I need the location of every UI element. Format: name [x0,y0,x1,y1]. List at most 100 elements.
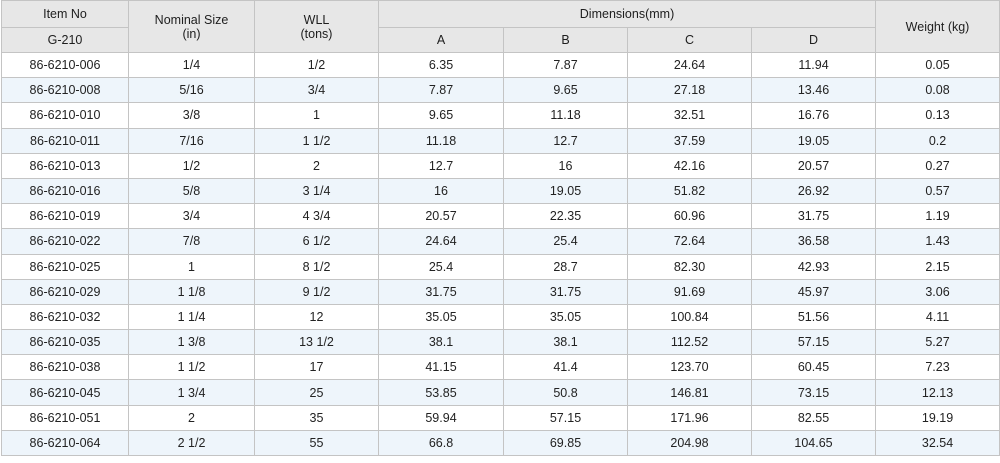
cell-dim-b: 22.35 [503,203,628,230]
header-wll-label: WLL [303,12,330,27]
cell-dim-d: 26.92 [750,177,877,205]
cell-nominal-size: 3/4 [128,203,255,230]
table-row: 86-6210-038 1 1/2 17 41.15 41.4 123.70 60.45 7.… [1,354,1000,381]
cell-dim-a: 41.15 [378,354,504,381]
cell-dim-d: 104.65 [750,429,877,457]
cell-wll: 1/2 [254,51,379,79]
header-dim-a: A [378,27,504,53]
cell-item-no: 86-6210-064 [1,429,129,457]
cell-dim-b: 69.85 [503,429,628,457]
cell-dim-c: 82.30 [627,253,752,280]
cell-dim-c: 42.16 [627,152,752,179]
cell-dim-c: 123.70 [627,354,752,381]
cell-dim-d: 45.97 [750,278,877,305]
header-nominal-size-unit: (in) [182,26,201,41]
cell-dim-b: 19.05 [503,177,628,205]
cell-wll: 1 1/2 [254,127,379,154]
cell-dim-d: 20.57 [750,152,877,179]
cell-wll: 3 1/4 [254,177,379,205]
cell-wll: 13 1/2 [254,329,379,356]
header-weight: Weight (kg) [875,0,1000,53]
cell-weight: 3.06 [875,278,1000,305]
cell-dim-c: 72.64 [627,228,752,255]
cell-item-no: 86-6210-038 [1,354,129,381]
header-item-sub: G-210 [1,27,129,53]
cell-item-no: 86-6210-029 [1,278,129,305]
cell-nominal-size: 1/4 [128,51,255,79]
cell-weight: 2.15 [875,253,1000,280]
table-body: 86-6210-006 1/4 1/2 6.35 7.87 24.64 11.94 0.05 8… [1,51,1000,457]
table-row: 86-6210-019 3/4 4 3/4 20.57 22.35 60.96 31.75 1… [1,203,1000,230]
cell-dim-b: 28.7 [503,253,628,280]
cell-wll: 9 1/2 [254,278,379,305]
cell-dim-c: 32.51 [627,102,752,129]
table-row: 86-6210-035 1 3/8 13 1/2 38.1 38.1 112.52 57.1… [1,329,1000,356]
table-header: Item No Nominal Size (in) WLL (tons) Dim… [1,0,1000,53]
cell-dim-a: 38.1 [378,329,504,356]
cell-wll: 3/4 [254,77,379,104]
cell-wll: 12 [254,303,379,331]
cell-weight: 19.19 [875,404,1000,431]
cell-dim-d: 57.15 [750,329,877,356]
cell-item-no: 86-6210-008 [1,77,129,104]
cell-weight: 0.57 [875,177,1000,205]
cell-nominal-size: 1/2 [128,152,255,179]
cell-nominal-size: 1 1/8 [128,278,255,305]
cell-dim-b: 16 [503,152,628,179]
cell-weight: 0.13 [875,102,1000,129]
cell-dim-a: 31.75 [378,278,504,305]
cell-item-no: 86-6210-016 [1,177,129,205]
cell-wll: 35 [254,404,379,431]
cell-dim-c: 204.98 [627,429,752,457]
cell-wll: 25 [254,379,379,406]
header-wll: WLL (tons) [254,0,379,53]
cell-nominal-size: 1 3/8 [128,329,255,356]
cell-item-no: 86-6210-013 [1,152,129,179]
table-row: 86-6210-064 2 1/2 55 66.8 69.85 204.98 104.65 3… [1,429,1000,457]
cell-dim-c: 37.59 [627,127,752,154]
cell-dim-a: 11.18 [378,127,504,154]
table-row: 86-6210-008 5/16 3/4 7.87 9.65 27.18 13.46 0.08 [1,77,1000,104]
cell-dim-a: 24.64 [378,228,504,255]
cell-dim-a: 16 [378,177,504,205]
cell-dim-c: 112.52 [627,329,752,356]
cell-dim-c: 60.96 [627,203,752,230]
cell-nominal-size: 7/16 [128,127,255,154]
cell-item-no: 86-6210-025 [1,253,129,280]
cell-dim-c: 100.84 [627,303,752,331]
cell-nominal-size: 1 1/4 [128,303,255,331]
header-nominal-size: Nominal Size (in) [128,0,255,53]
cell-nominal-size: 5/8 [128,177,255,205]
cell-nominal-size: 2 [128,404,255,431]
cell-dim-d: 42.93 [750,253,877,280]
cell-dim-c: 91.69 [627,278,752,305]
cell-dim-d: 36.58 [750,228,877,255]
cell-item-no: 86-6210-011 [1,127,129,154]
cell-nominal-size: 1 3/4 [128,379,255,406]
cell-nominal-size: 3/8 [128,102,255,129]
cell-dim-c: 171.96 [627,404,752,431]
cell-dim-d: 60.45 [750,354,877,381]
cell-nominal-size: 5/16 [128,77,255,104]
cell-item-no: 86-6210-010 [1,102,129,129]
header-item-no: Item No [1,0,129,28]
cell-weight: 32.54 [875,429,1000,457]
cell-nominal-size: 2 1/2 [128,429,255,457]
cell-dim-a: 66.8 [378,429,504,457]
cell-dim-a: 53.85 [378,379,504,406]
cell-dim-c: 146.81 [627,379,752,406]
table-row: 86-6210-011 7/16 1 1/2 11.18 12.7 37.59 19.05 0… [1,127,1000,154]
table-row: 86-6210-051 2 35 59.94 57.15 171.96 82.55 19.19 [1,404,1000,431]
cell-dim-c: 27.18 [627,77,752,104]
cell-dim-a: 35.05 [378,303,504,331]
cell-dim-b: 38.1 [503,329,628,356]
table-row: 86-6210-025 1 8 1/2 25.4 28.7 82.30 42.93 2.15 [1,253,1000,280]
cell-item-no: 86-6210-032 [1,303,129,331]
cell-dim-a: 6.35 [378,51,504,79]
cell-weight: 12.13 [875,379,1000,406]
cell-weight: 4.11 [875,303,1000,331]
cell-dim-d: 82.55 [750,404,877,431]
cell-weight: 1.19 [875,203,1000,230]
table-row: 86-6210-010 3/8 1 9.65 11.18 32.51 16.76 0.13 [1,102,1000,129]
table-row: 86-6210-006 1/4 1/2 6.35 7.87 24.64 11.94 0.05 [1,51,1000,79]
